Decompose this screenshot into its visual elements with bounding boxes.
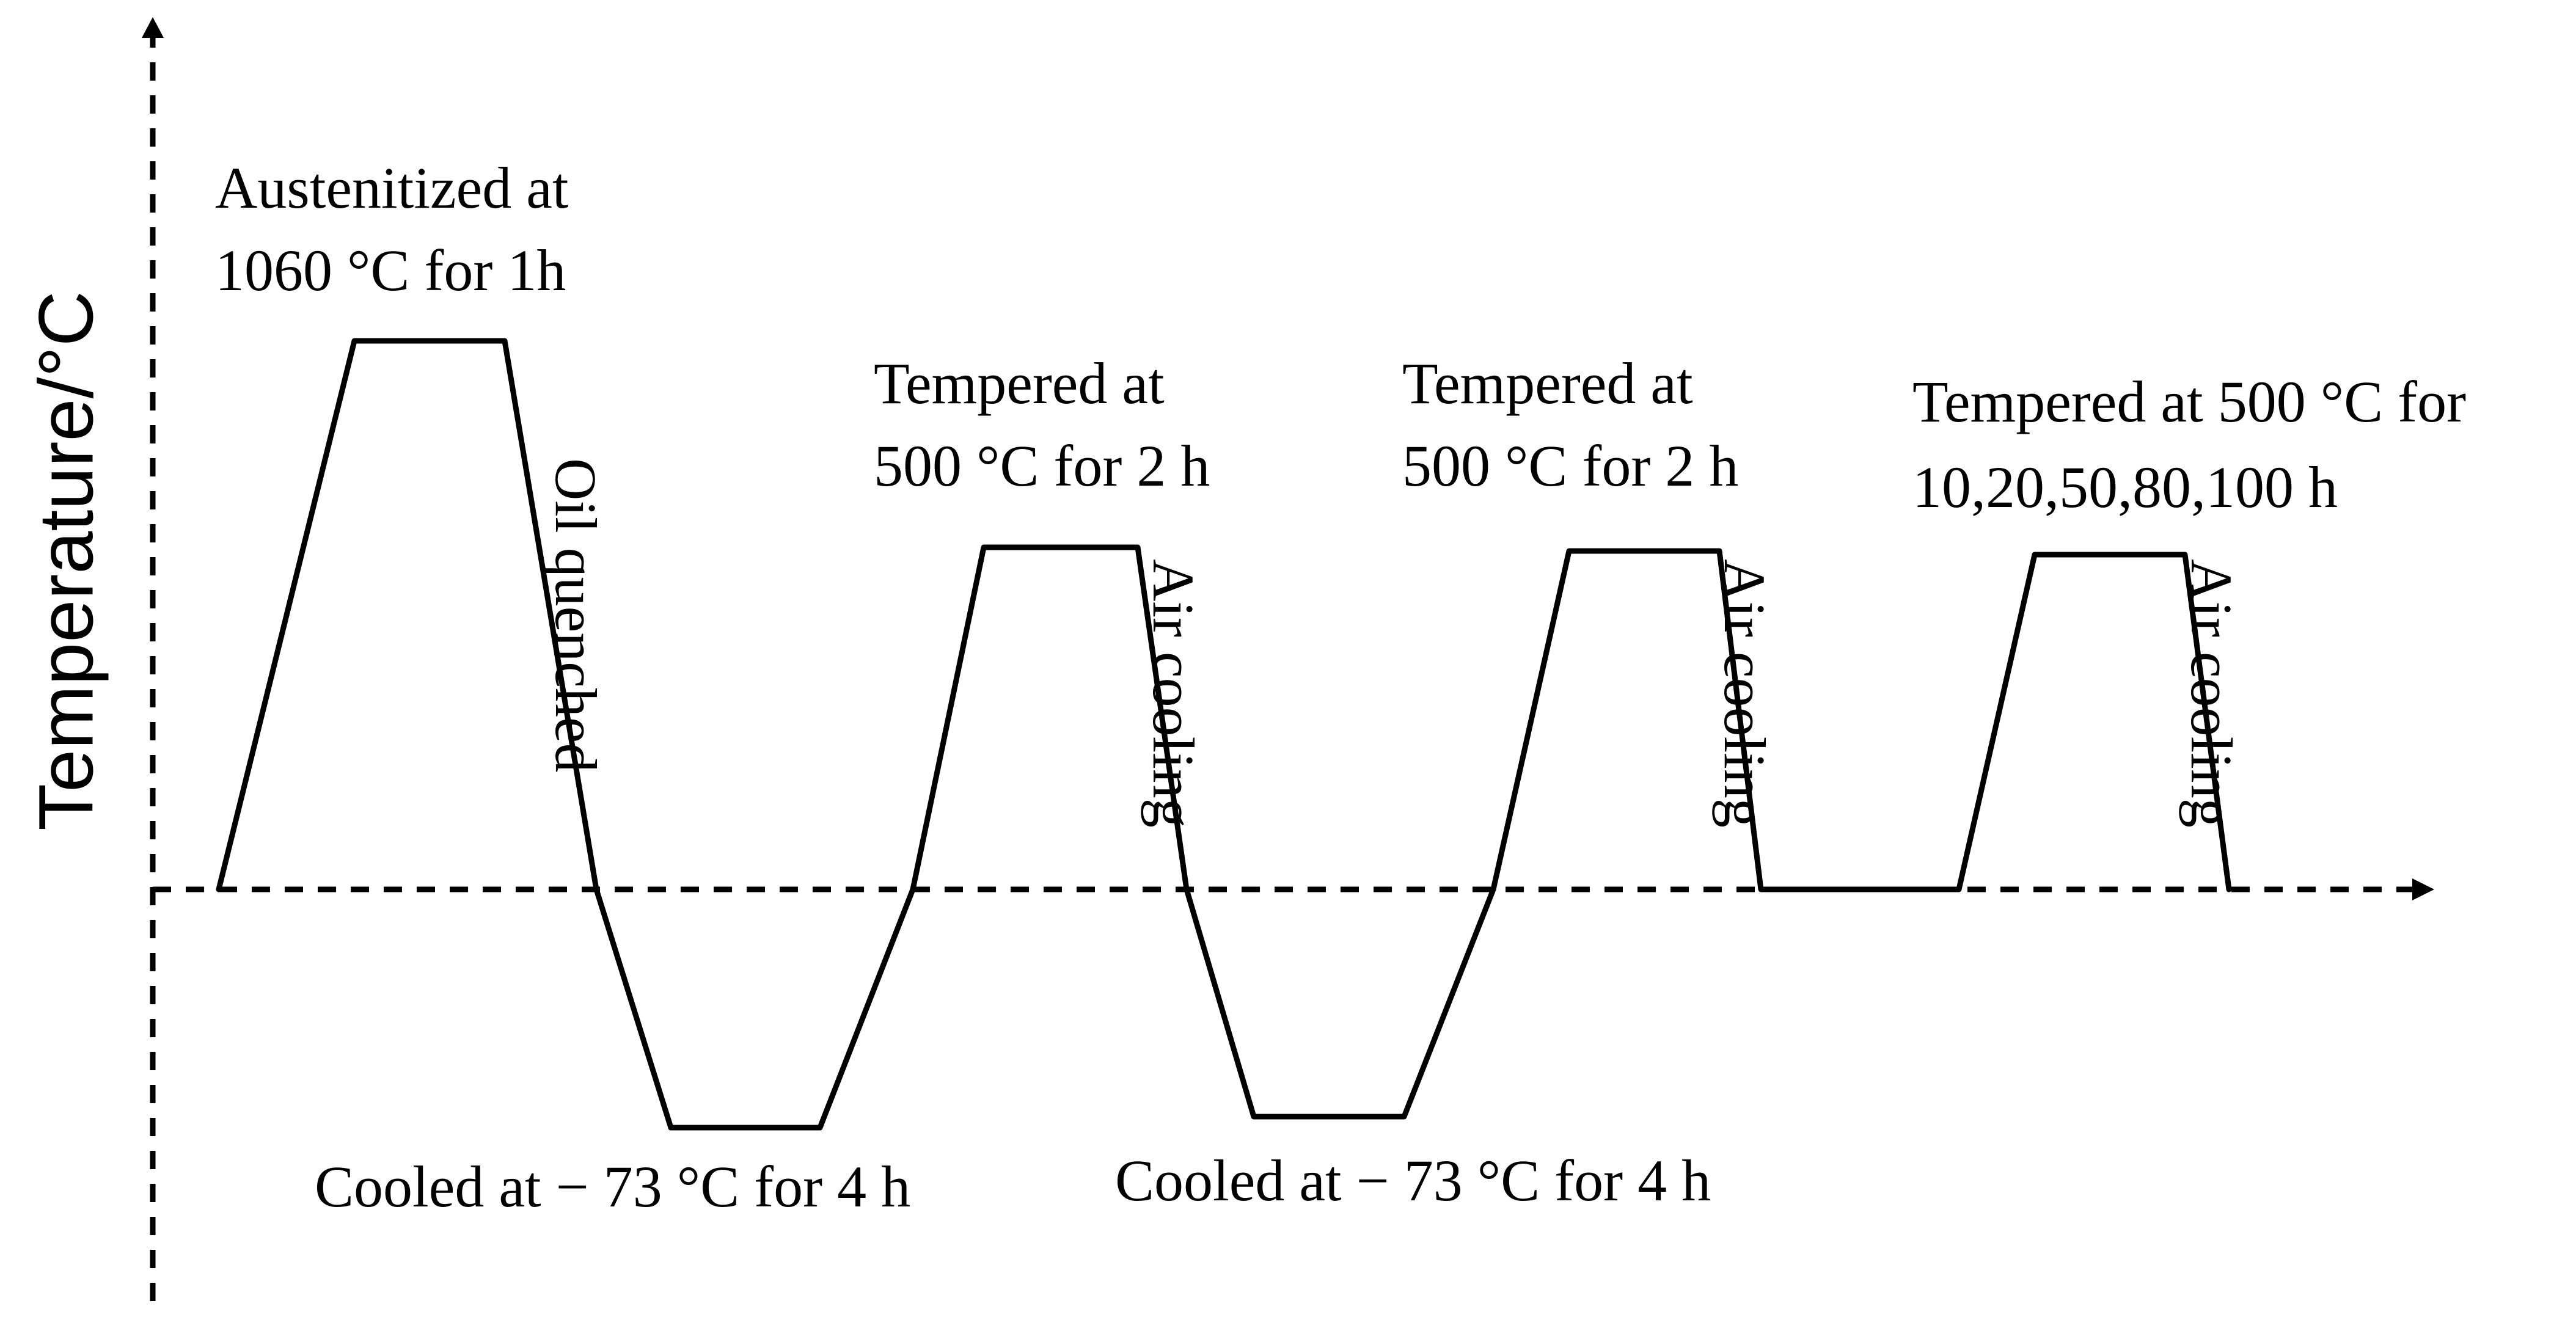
austenitize-label-line1: Austenitized at	[215, 155, 569, 221]
temper2-label-line1: Tempered at	[1402, 351, 1693, 416]
y-axis-arrowhead	[142, 17, 164, 38]
air-cooling-label-1: Air cooling	[1141, 559, 1206, 828]
y-axis-label: Temperature/°C	[23, 291, 109, 831]
austenitize-label-line2: 1060 °C for 1h	[215, 238, 566, 303]
temperature-profile	[216, 338, 2232, 1131]
temper3-label-line1: Tempered at 500 °C for	[1912, 369, 2466, 434]
cooling-label-1: Cooled at − 73 °C for 4 h	[315, 1154, 910, 1219]
cooling-label-2: Cooled at − 73 °C for 4 h	[1115, 1148, 1711, 1213]
temper1-label-line2: 500 °C for 2 h	[874, 433, 1210, 498]
air-cooling-label-2: Air cooling	[1712, 559, 1777, 828]
temper3-label-line2: 10,20,50,80,100 h	[1912, 454, 2338, 520]
temper2-label-line2: 500 °C for 2 h	[1402, 433, 1738, 498]
x-axis-arrowhead	[2412, 878, 2434, 900]
air-cooling-label-3: Air cooling	[2179, 559, 2244, 828]
temper1-label-line1: Tempered at	[874, 351, 1165, 416]
oil-quench-label: Oil quenched	[543, 458, 609, 773]
